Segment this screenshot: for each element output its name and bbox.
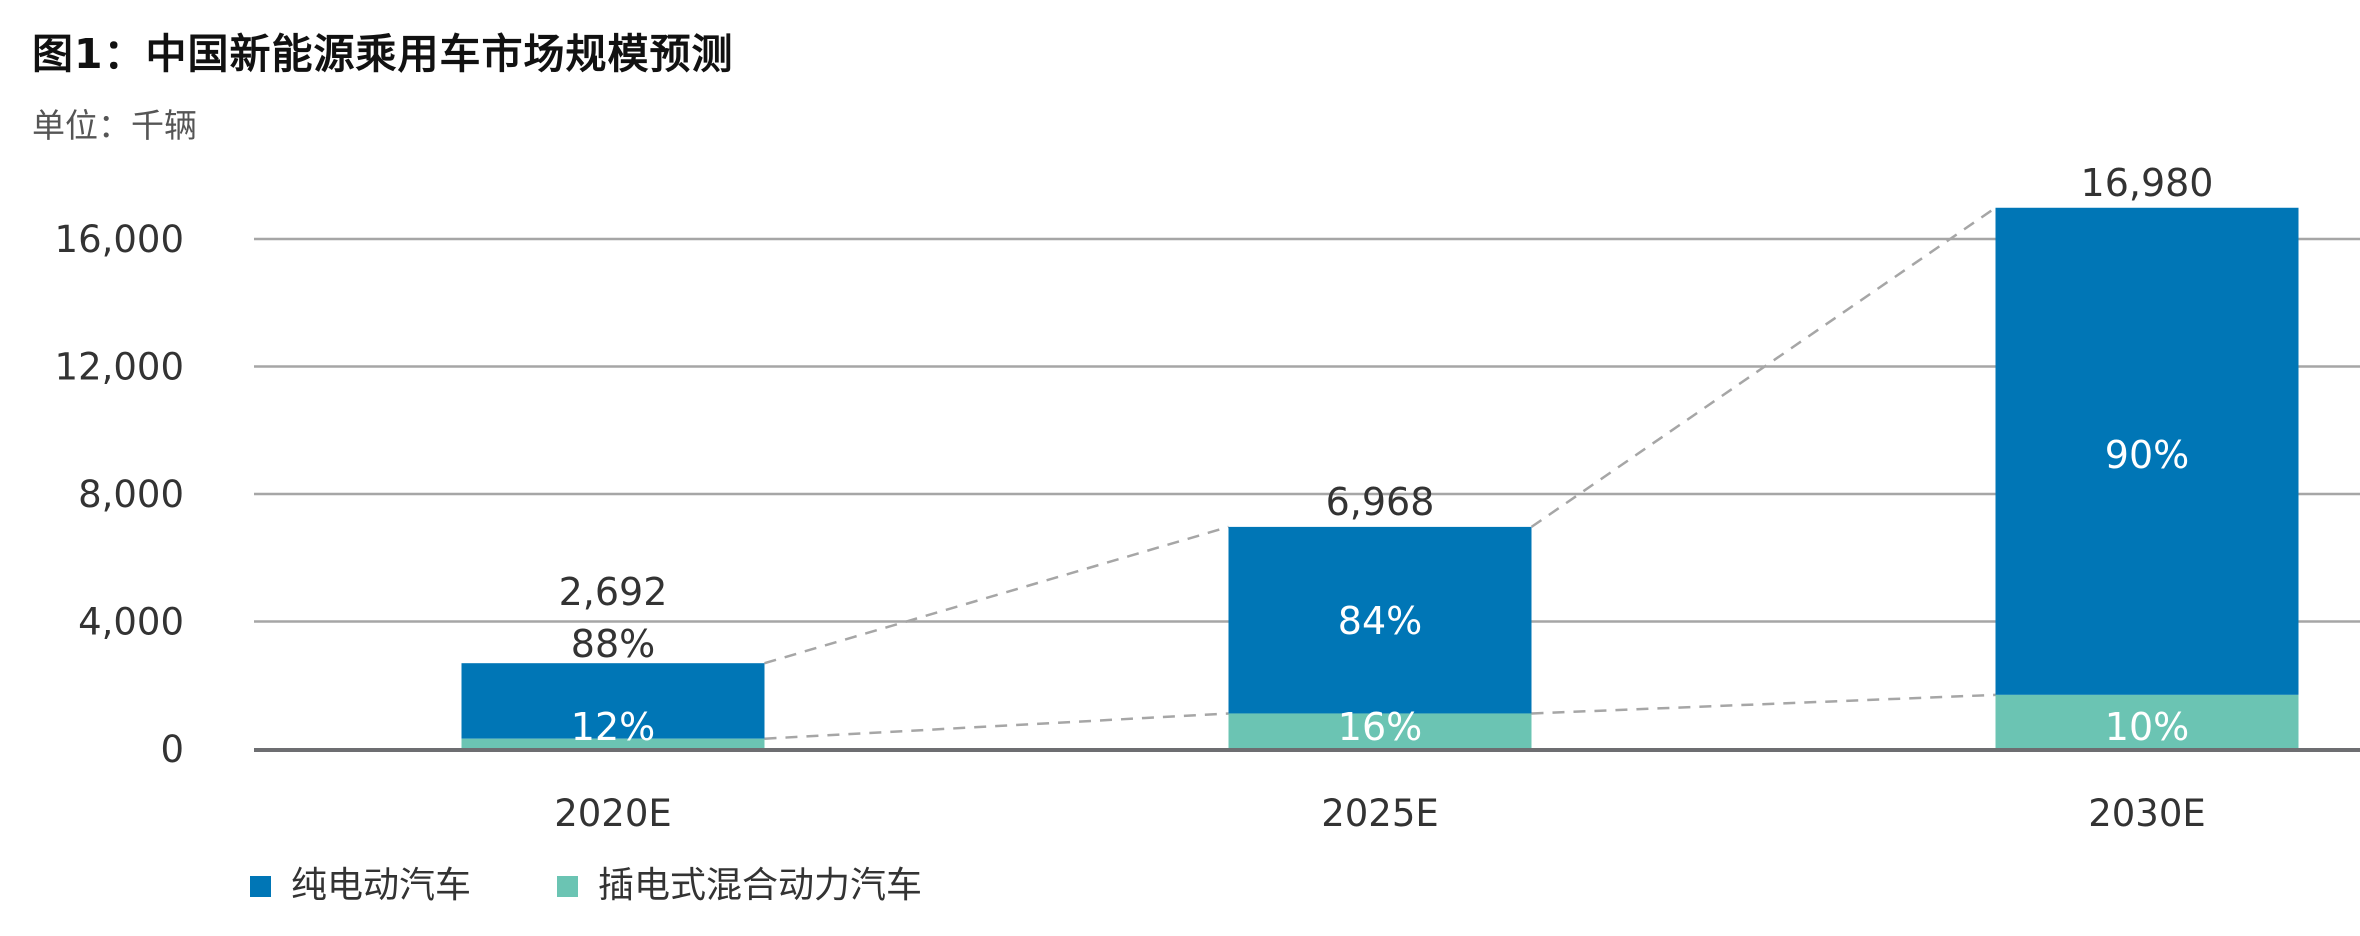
phev-connector-line: [764, 712, 1229, 740]
total-value-label: 6,968: [1326, 480, 1435, 524]
legend-label: 纯电动汽车: [291, 865, 472, 906]
x-tick-label: 2025E: [1321, 792, 1439, 835]
total-value-label: 2,692: [559, 570, 668, 614]
square-swatch-icon: [557, 875, 579, 897]
legend-item-bev: 纯电动汽车: [250, 864, 471, 908]
total-connector-line: [764, 525, 1229, 665]
x-tick-label: 2030E: [2088, 792, 2206, 835]
x-axis-ticks: 2020E 2025E 2030E: [554, 792, 2206, 835]
phev-share-label: 12%: [571, 705, 655, 749]
legend-item-phev: 插电式混合动力汽车: [557, 864, 922, 908]
bar-segment-bev: [1995, 207, 2299, 695]
y-tick-label: 12,000: [55, 346, 184, 389]
phev-share-label: 10%: [2105, 705, 2189, 749]
bev-share-label: 90%: [2105, 433, 2189, 477]
bar-segment-phev: [1995, 694, 2299, 749]
total-connector-line: [1530, 206, 1997, 528]
y-tick-label: 16,000: [55, 218, 184, 261]
data-labels: 2,692 88% 12% 6,968 84% 16% 16,980 90% 10%: [559, 161, 2214, 749]
bar-segment-phev: [1228, 713, 1532, 749]
total-value-label: 16,980: [2081, 161, 2214, 205]
bev-share-label: 84%: [1338, 599, 1422, 643]
bars: [461, 207, 2299, 749]
chart-title: 图1：中国新能源乘用车市场规模预测: [32, 30, 734, 78]
bar-segment-bev: [461, 663, 765, 739]
y-tick-label: 0: [160, 728, 184, 771]
connector-lines: [764, 206, 1997, 740]
bar-segment-bev: [1228, 526, 1532, 714]
bar-segment-phev: [461, 738, 765, 749]
y-axis-ticks: 0 4,000 8,000 12,000 16,000: [55, 218, 184, 771]
y-tick-label: 8,000: [78, 473, 184, 516]
bev-share-label: 88%: [571, 622, 655, 666]
x-tick-label: 2020E: [554, 792, 672, 835]
y-tick-label: 4,000: [78, 601, 184, 644]
unit-label: 单位：千辆: [32, 106, 197, 145]
legend: 纯电动汽车 插电式混合动力汽车: [250, 864, 1008, 908]
phev-share-label: 16%: [1338, 705, 1422, 749]
phev-connector-line: [1531, 693, 1996, 715]
legend-label: 插电式混合动力汽车: [598, 865, 923, 906]
square-swatch-icon: [250, 875, 271, 897]
